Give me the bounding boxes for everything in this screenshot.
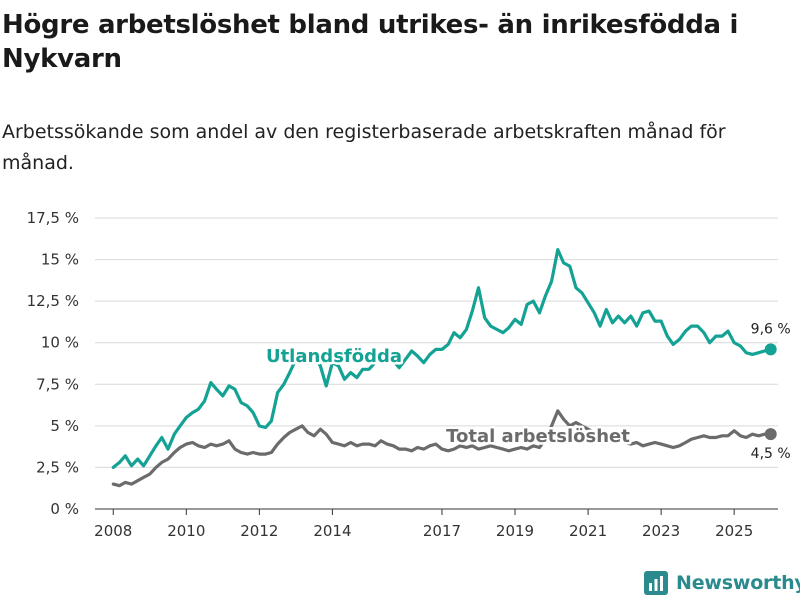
chart-subtitle: Arbetssökande som andel av den registerb… <box>2 121 726 174</box>
x-tick-label: 2017 <box>423 522 461 540</box>
series-line-total <box>111 409 773 488</box>
series-end-point-utlandsfodda <box>764 343 777 356</box>
y-tick-label: 7,5 % <box>36 375 79 393</box>
x-tick-label: 2008 <box>94 522 132 540</box>
y-tick-label: 10 % <box>41 334 79 352</box>
brand-name: Newsworthy <box>676 572 800 594</box>
series-line-utlandsfodda <box>111 248 773 469</box>
brand: Newsworthy <box>644 568 800 598</box>
y-tick-label: 15 % <box>41 251 79 269</box>
series-end-point-total <box>764 428 777 441</box>
x-tick-label: 2019 <box>496 522 534 540</box>
x-tick-label: 2014 <box>313 522 351 540</box>
line-chart: 0 % 2,5 % 5 % 7,5 % 10 % 12,5 % 15 % 17,5 % 2008… <box>27 209 791 540</box>
newsworthy-logo-icon <box>644 571 668 595</box>
x-tick-label: 2010 <box>167 522 205 540</box>
y-tick-label: 2,5 % <box>36 458 79 476</box>
page-title: Högre arbetslöshet bland utrikes- än inr… <box>2 10 739 74</box>
x-tick-label: 2012 <box>240 522 278 540</box>
y-tick-label: 0 % <box>50 500 79 518</box>
y-tick-label: 17,5 % <box>27 209 79 227</box>
y-tick-label: 12,5 % <box>27 292 79 310</box>
series-end-label-total: 4,5 % <box>751 446 791 462</box>
x-tick-label: 2023 <box>642 522 680 540</box>
series-label-utlandsfodda: Utlandsfödda <box>266 346 402 367</box>
series-end-label-utlandsfodda: 9,6 % <box>751 321 791 337</box>
series-label-total: Total arbetslöshet <box>446 426 630 447</box>
x-tick-label: 2025 <box>715 522 753 540</box>
x-tick-label: 2021 <box>569 522 607 540</box>
y-tick-label: 5 % <box>50 417 79 435</box>
